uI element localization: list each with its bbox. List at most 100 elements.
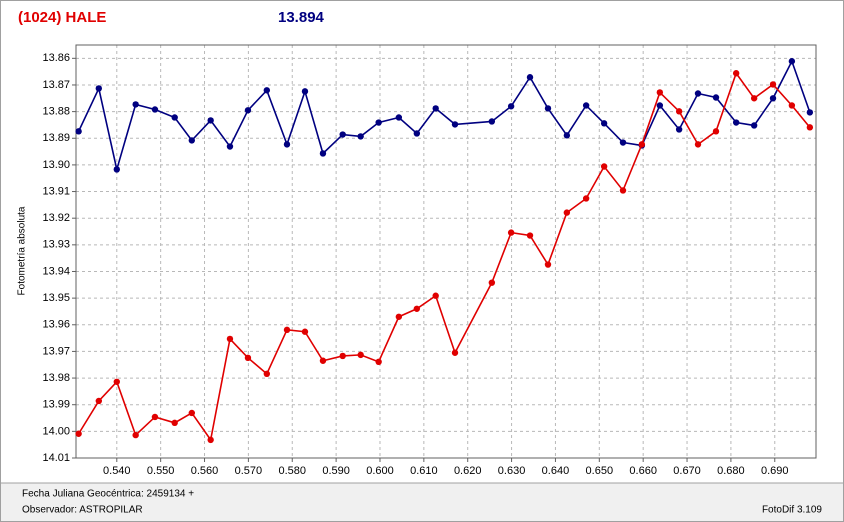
data-point [339, 352, 346, 360]
data-point [263, 370, 271, 378]
data-point [188, 137, 196, 144]
data-point [226, 143, 234, 150]
plot-frame [75, 44, 817, 459]
data-point [694, 141, 702, 148]
y-tick-label: 14.00 [42, 425, 70, 437]
footer-date: Fecha Juliana Geocéntrica: 2459134 + [22, 489, 194, 500]
footer-software: FotoDif 3.109 [762, 505, 822, 516]
data-point [375, 358, 382, 366]
data-point [619, 187, 627, 194]
data-point [151, 106, 159, 113]
data-point [675, 108, 683, 115]
data-point [75, 430, 82, 437]
data-point [526, 74, 534, 81]
x-tick-label: 0.590 [322, 465, 350, 477]
data-point [451, 121, 459, 128]
data-point [750, 95, 758, 102]
data-point [75, 128, 82, 135]
x-tick-label: 0.630 [498, 465, 526, 477]
data-point [339, 131, 346, 138]
data-point [207, 436, 214, 444]
x-tick-label: 0.620 [454, 465, 482, 477]
data-point [600, 163, 608, 170]
data-point [132, 431, 139, 439]
data-point [395, 114, 403, 121]
y-tick-label: 13.92 [42, 212, 70, 224]
data-point [301, 328, 309, 335]
data-point [769, 95, 777, 102]
data-point [619, 139, 627, 146]
footer-panel [1, 483, 843, 521]
data-point [283, 141, 291, 148]
data-point [171, 419, 178, 427]
data-point [283, 326, 291, 334]
footer-observer: Observador: ASTROPILAR [22, 505, 143, 516]
y-tick-label: 13.91 [42, 185, 70, 197]
data-point [750, 122, 758, 129]
data-point [600, 120, 608, 127]
y-tick-label: 13.88 [42, 106, 70, 118]
y-tick-label: 13.89 [42, 132, 70, 144]
data-point [357, 351, 364, 359]
y-tick-label: 13.96 [42, 319, 70, 331]
data-point [451, 349, 459, 356]
data-point [507, 229, 515, 236]
data-point [113, 378, 120, 385]
x-tick-label: 0.570 [235, 465, 263, 477]
data-point [526, 232, 534, 239]
data-point [432, 292, 439, 299]
data-point [544, 105, 552, 112]
data-point [675, 126, 683, 133]
data-point [712, 128, 720, 135]
data-point [244, 354, 252, 362]
y-tick-label: 13.87 [42, 79, 70, 91]
y-tick-label: 13.95 [42, 292, 70, 304]
x-tick-label: 0.640 [542, 465, 570, 477]
data-point [732, 70, 740, 77]
data-point [151, 413, 159, 421]
x-tick-label: 0.660 [629, 465, 657, 477]
x-tick-label: 0.560 [191, 465, 219, 477]
data-point [582, 102, 590, 109]
data-point [95, 397, 103, 405]
x-tick-label: 0.650 [586, 465, 614, 477]
x-tick-label: 0.610 [410, 465, 438, 477]
data-point [544, 261, 552, 268]
y-tick-label: 13.98 [42, 372, 70, 384]
x-tick-label: 0.670 [673, 465, 701, 477]
data-point [507, 103, 515, 110]
data-point [806, 124, 814, 131]
data-point [563, 132, 571, 139]
data-point [656, 102, 664, 109]
data-point [226, 335, 234, 343]
chart-title: (1024) HALE [18, 9, 106, 26]
data-point [319, 357, 327, 364]
data-point [113, 166, 120, 173]
data-point [788, 58, 796, 65]
chart-subtitle: 13.894 [278, 9, 325, 26]
data-point [263, 87, 271, 94]
data-point [413, 130, 421, 137]
x-tick-label: 0.580 [278, 465, 306, 477]
data-point [171, 114, 178, 121]
y-tick-label: 13.99 [42, 399, 70, 411]
y-tick-label: 13.93 [42, 239, 70, 251]
data-point [132, 101, 139, 108]
data-point [188, 409, 196, 417]
data-point [638, 141, 646, 148]
data-point [488, 118, 496, 125]
data-point [395, 313, 403, 320]
data-point [207, 117, 214, 124]
data-point [413, 305, 421, 312]
data-point [694, 90, 702, 97]
data-point [301, 88, 309, 95]
data-point [488, 279, 496, 286]
data-point [244, 107, 252, 114]
y-tick-label: 13.94 [42, 265, 70, 277]
data-point [656, 89, 664, 96]
data-point [95, 85, 103, 92]
data-point [732, 119, 740, 126]
